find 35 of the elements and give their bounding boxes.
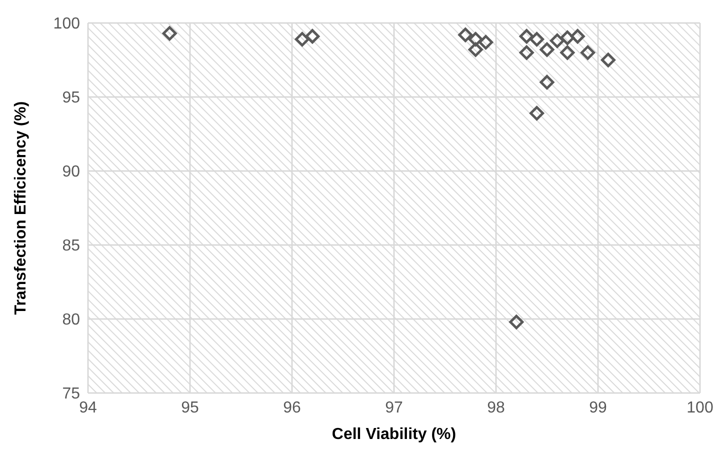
x-tick-label: 95 [181, 399, 199, 416]
x-tick-label: 94 [79, 399, 97, 416]
y-tick-label: 100 [53, 16, 80, 33]
point [468, 42, 483, 57]
point [468, 32, 483, 47]
x-tick-label: 99 [589, 399, 607, 416]
y-axis-title: Transfection Efficicency (%) [12, 101, 30, 315]
point [294, 32, 310, 47]
y-tick-label: 75 [62, 386, 80, 403]
x-tick-label: 97 [385, 399, 403, 416]
point [162, 26, 177, 41]
y-tick-label: 80 [62, 312, 80, 329]
point [600, 52, 616, 68]
y-tick-label: 85 [62, 238, 80, 255]
point [550, 34, 564, 48]
point [570, 29, 585, 44]
y-tick-label: 95 [62, 90, 80, 107]
x-tick-label: 98 [487, 399, 505, 416]
point [560, 45, 575, 60]
point [519, 29, 534, 44]
point [478, 34, 494, 50]
y-tick-label: 90 [62, 164, 80, 181]
point [305, 29, 320, 44]
point [560, 30, 575, 46]
point [580, 45, 596, 60]
point [530, 106, 544, 121]
point [458, 28, 473, 42]
point [530, 32, 544, 47]
point [509, 314, 524, 330]
point [519, 45, 534, 60]
x-tick-label: 96 [283, 399, 301, 416]
point [540, 74, 554, 90]
x-axis-title: Cell Viability (%) [332, 426, 456, 443]
point [540, 42, 554, 57]
x-tick-label: 100 [686, 399, 714, 416]
